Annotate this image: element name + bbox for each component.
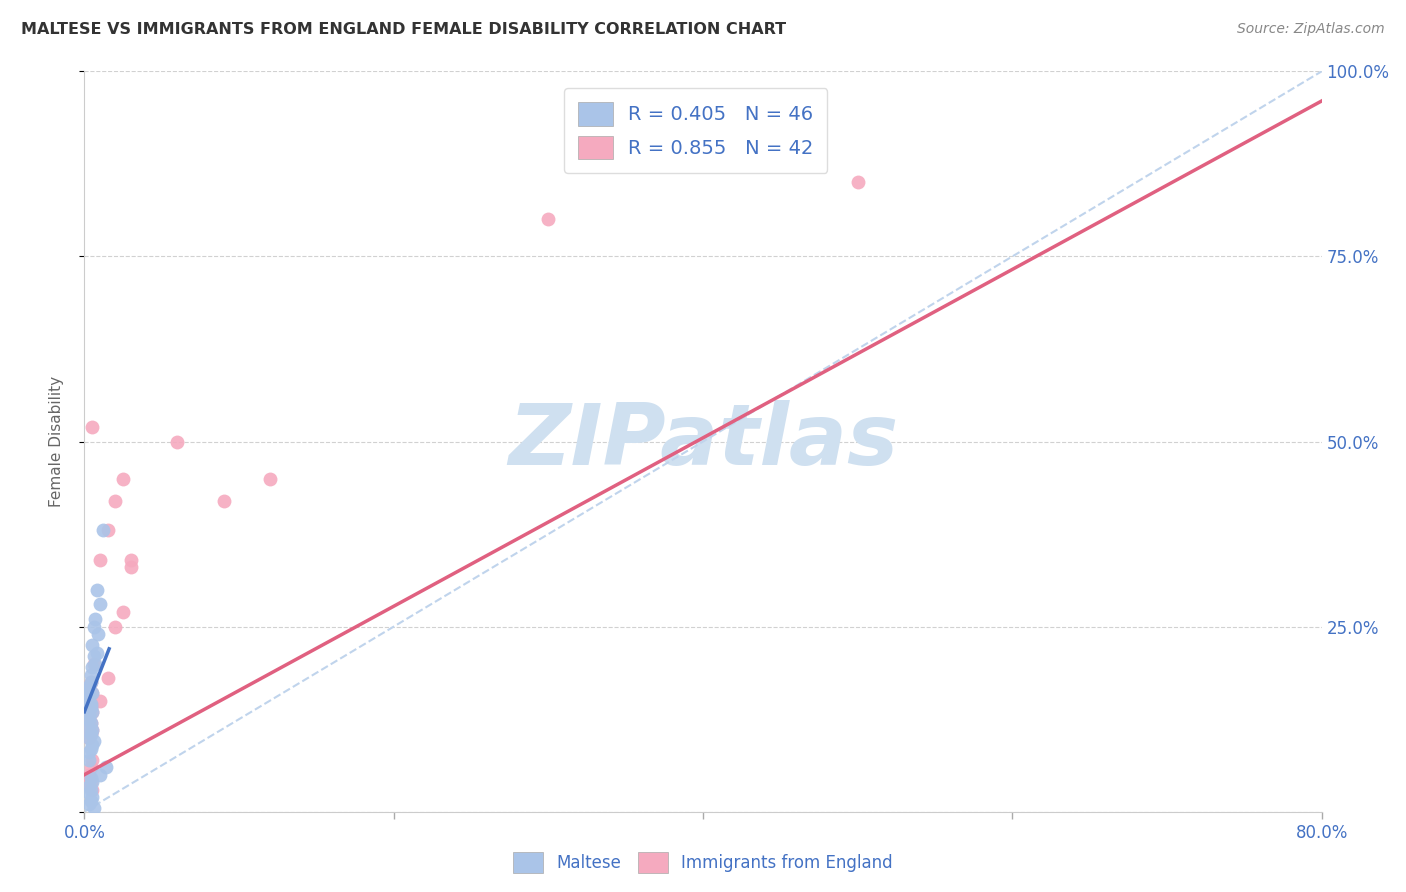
- Point: [77, 688, 100, 702]
- Point: [82, 638, 104, 652]
- Point: [83, 801, 105, 815]
- Point: [77, 731, 100, 745]
- Point: [79, 698, 101, 712]
- Point: [77, 797, 100, 812]
- Point: [77, 695, 100, 709]
- Point: [77, 679, 100, 693]
- Point: [77, 779, 100, 793]
- Point: [94, 760, 117, 774]
- Text: MALTESE VS IMMIGRANTS FROM ENGLAND FEMALE DISABILITY CORRELATION CHART: MALTESE VS IMMIGRANTS FROM ENGLAND FEMAL…: [21, 22, 786, 37]
- Point: [82, 660, 104, 674]
- Point: [79, 675, 101, 690]
- Point: [82, 753, 104, 767]
- Point: [79, 727, 101, 741]
- Point: [76, 701, 98, 715]
- Point: [89, 767, 111, 781]
- Text: ZIPatlas: ZIPatlas: [508, 400, 898, 483]
- Point: [79, 727, 101, 741]
- Point: [82, 705, 104, 719]
- Point: [77, 708, 100, 723]
- Point: [120, 560, 142, 574]
- Point: [120, 553, 142, 567]
- Point: [77, 679, 100, 693]
- Point: [212, 493, 235, 508]
- Point: [79, 675, 101, 690]
- Point: [86, 582, 108, 597]
- Point: [87, 627, 110, 641]
- Y-axis label: Female Disability: Female Disability: [49, 376, 63, 508]
- Point: [97, 524, 120, 538]
- Point: [112, 471, 135, 485]
- Point: [76, 690, 98, 704]
- Point: [91, 524, 114, 538]
- Point: [79, 715, 101, 730]
- Point: [166, 434, 188, 449]
- Point: [82, 723, 104, 738]
- Point: [79, 699, 101, 714]
- Point: [79, 667, 101, 681]
- Point: [76, 682, 98, 697]
- Point: [537, 212, 560, 227]
- Point: [89, 694, 111, 708]
- Point: [82, 782, 104, 797]
- Point: [82, 775, 104, 789]
- Point: [77, 708, 100, 723]
- Point: [77, 695, 100, 709]
- Point: [76, 720, 98, 734]
- Point: [83, 734, 105, 748]
- Legend: R = 0.405   N = 46, R = 0.855   N = 42: R = 0.405 N = 46, R = 0.855 N = 42: [564, 88, 827, 173]
- Point: [77, 772, 100, 786]
- Point: [79, 698, 101, 712]
- Point: [77, 731, 100, 745]
- Point: [76, 682, 98, 697]
- Point: [82, 738, 104, 752]
- Point: [84, 657, 107, 671]
- Point: [79, 782, 101, 797]
- Point: [79, 772, 101, 786]
- Point: [82, 686, 104, 700]
- Point: [82, 723, 104, 738]
- Point: [83, 619, 105, 633]
- Point: [77, 688, 100, 702]
- Point: [112, 605, 135, 619]
- Point: [77, 767, 100, 781]
- Point: [82, 419, 104, 434]
- Point: [79, 699, 101, 714]
- Point: [83, 649, 105, 664]
- Point: [77, 712, 100, 726]
- Point: [82, 686, 104, 700]
- Legend: Maltese, Immigrants from England: Maltese, Immigrants from England: [506, 846, 900, 880]
- Point: [79, 715, 101, 730]
- Point: [77, 779, 100, 793]
- Point: [76, 690, 98, 704]
- Point: [79, 794, 101, 808]
- Point: [83, 657, 105, 671]
- Point: [77, 786, 100, 800]
- Point: [77, 753, 100, 767]
- Point: [89, 553, 111, 567]
- Point: [79, 775, 101, 789]
- Point: [104, 619, 127, 633]
- Point: [77, 746, 100, 760]
- Point: [76, 720, 98, 734]
- Point: [86, 646, 108, 660]
- Point: [77, 712, 100, 726]
- Point: [76, 701, 98, 715]
- Point: [79, 741, 101, 756]
- Point: [104, 493, 127, 508]
- Point: [846, 175, 869, 190]
- Point: [97, 672, 120, 686]
- Text: Source: ZipAtlas.com: Source: ZipAtlas.com: [1237, 22, 1385, 37]
- Point: [79, 760, 101, 774]
- Point: [89, 598, 111, 612]
- Point: [84, 612, 107, 626]
- Point: [82, 705, 104, 719]
- Point: [259, 471, 281, 485]
- Point: [82, 789, 104, 804]
